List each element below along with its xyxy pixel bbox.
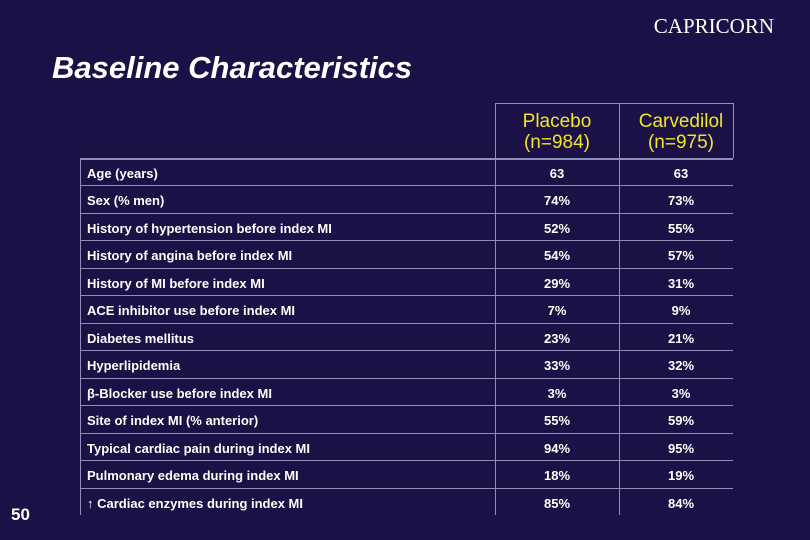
row-label: History of MI before index MI [87, 275, 265, 291]
row-label: Hyperlipidemia [87, 358, 181, 374]
rule [80, 185, 733, 187]
rule [80, 240, 733, 242]
column-subheader: (n=975) [647, 132, 715, 153]
cell: 18% [543, 468, 571, 484]
cell: 21% [667, 330, 695, 346]
rule [80, 295, 733, 297]
row-label: β-Blocker use before index MI [87, 385, 272, 401]
cell: 63 [549, 166, 565, 181]
cell: 85% [543, 495, 571, 511]
cell: 32% [667, 358, 695, 374]
cell: 9% [671, 303, 691, 319]
row-label: History of angina before index MI [87, 248, 293, 264]
row-label: ACE inhibitor use before index MI [87, 303, 296, 319]
cell: 19% [667, 468, 695, 484]
cell: 73% [667, 193, 695, 209]
rule [80, 158, 733, 160]
rule [495, 103, 496, 515]
rule [80, 460, 733, 462]
cell: 55% [667, 220, 695, 236]
cell: 3% [671, 385, 691, 401]
column-header: Placebo [522, 111, 592, 132]
cell: 23% [543, 330, 571, 346]
rule [80, 377, 733, 379]
cell: 3% [547, 385, 567, 401]
rule [619, 103, 620, 515]
row-label: Typical cardiac pain during index MI [87, 440, 310, 456]
row-label: Diabetes mellitus [87, 330, 194, 346]
row-label: ↑ Cardiac enzymes during index MI [87, 495, 303, 511]
cell: 95% [667, 440, 695, 456]
cell: 63 [673, 166, 689, 181]
row-label: Pulmonary edema during index MI [87, 468, 299, 484]
row-label: Site of index MI (% anterior) [87, 413, 259, 429]
column-subheader: (n=984) [523, 132, 591, 153]
cell: 7% [547, 303, 567, 319]
cell: 59% [667, 413, 695, 429]
row-label: History of hypertension before index MI [87, 220, 332, 236]
rule [80, 487, 733, 489]
row-label: Sex (% men) [87, 193, 165, 209]
cell: 31% [667, 275, 695, 291]
column-header: Carvedilol [638, 111, 724, 132]
rule [80, 405, 733, 407]
rule [80, 322, 733, 324]
brand: CAPRICORN [653, 14, 774, 38]
rule [733, 103, 734, 158]
cell: 33% [543, 358, 571, 374]
rule [495, 103, 733, 104]
rule [80, 350, 733, 352]
rule [80, 158, 81, 515]
cell: 84% [667, 495, 695, 511]
page-number: 50 [11, 505, 30, 524]
row-label: Age (years) [87, 166, 158, 181]
cell: 55% [543, 413, 571, 429]
cell: 54% [543, 248, 571, 264]
cell: 52% [543, 220, 571, 236]
rule [80, 432, 733, 434]
cell: 57% [667, 248, 695, 264]
cell: 29% [543, 275, 571, 291]
rule [80, 212, 733, 214]
rule [80, 267, 733, 269]
cell: 94% [543, 440, 571, 456]
slide-title: Baseline Characteristics [52, 50, 413, 85]
cell: 74% [543, 193, 571, 209]
